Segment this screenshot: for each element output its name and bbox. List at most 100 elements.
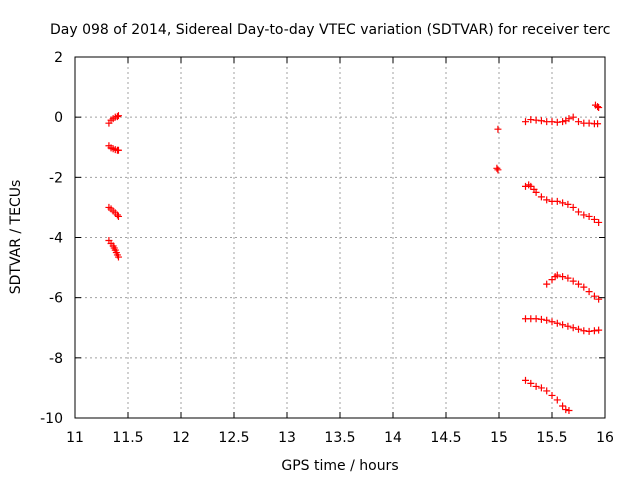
plot-frame [74, 56, 606, 419]
data-point [537, 117, 545, 125]
data-point [580, 283, 588, 291]
data-point [595, 295, 603, 303]
data-point [580, 211, 588, 219]
data-point [569, 203, 577, 211]
data-point [585, 212, 593, 220]
data-point [548, 318, 556, 326]
data-point [564, 200, 572, 208]
data-point [585, 288, 593, 296]
data-point [580, 327, 588, 335]
series-arc-k [522, 315, 603, 335]
data-point [590, 215, 598, 223]
data-point [114, 146, 122, 154]
data-point [575, 325, 582, 333]
data-point [114, 253, 122, 261]
data-point [553, 271, 561, 279]
series-arc-d [105, 237, 122, 261]
data-point [565, 115, 573, 123]
y-tick-label: -10 [40, 411, 63, 427]
data-point [564, 274, 572, 282]
data-point [493, 164, 501, 172]
data-point [537, 193, 545, 201]
data-point [565, 406, 573, 414]
data-point [590, 327, 598, 335]
data-point [532, 382, 540, 390]
data-point [553, 319, 561, 327]
data-point [595, 326, 603, 334]
x-tick-label: 12.5 [218, 430, 249, 446]
data-point [594, 120, 602, 128]
data-point [548, 118, 556, 126]
x-axis-label: GPS time / hours [281, 458, 398, 474]
data-point [494, 166, 502, 174]
data-point [527, 379, 535, 387]
data-point [113, 113, 121, 121]
grid [75, 57, 605, 418]
series-arc-l [522, 376, 573, 414]
data-point [543, 387, 551, 395]
series-point-e [494, 125, 502, 133]
data-point [575, 280, 582, 288]
data-point [553, 197, 561, 205]
data-point [113, 211, 121, 219]
data-point [522, 376, 529, 384]
data-point [575, 118, 582, 126]
data-point [595, 218, 603, 226]
data-point [548, 276, 556, 284]
data-point [594, 103, 602, 111]
data-point [548, 391, 556, 399]
data-point [532, 315, 540, 323]
x-tick-label: 13 [278, 430, 296, 446]
x-tick-label: 11 [66, 430, 84, 446]
series-arc-c [105, 203, 122, 220]
data-point [590, 292, 598, 300]
x-tick-label: 15.5 [536, 430, 567, 446]
y-tick-label: -8 [49, 351, 63, 367]
x-tick-labels: 11 11.5 12 12.5 13 13.5 14 14.5 15 15.5 16 [66, 430, 614, 446]
data-point [114, 112, 122, 120]
series-arc-b [105, 142, 122, 154]
data-point [543, 316, 551, 324]
data-point [527, 116, 535, 124]
y-tick-label: 0 [54, 110, 63, 126]
data-point [537, 384, 545, 392]
data-point [569, 277, 577, 285]
y-tick-label: 2 [54, 50, 63, 66]
x-tick-label: 12 [172, 430, 190, 446]
data-point [569, 113, 577, 121]
data-point [494, 125, 502, 133]
data-point [559, 273, 567, 281]
x-tick-label: 15 [490, 430, 508, 446]
chart-title: Day 098 of 2014, Sidereal Day-to-day VTE… [50, 22, 610, 38]
x-tick-label: 14 [384, 430, 402, 446]
data-point [543, 280, 551, 288]
x-tick-label: 13.5 [324, 430, 355, 446]
data-point [532, 116, 540, 124]
series-arc-a [105, 112, 122, 127]
series-arc-j [543, 271, 603, 303]
data-point [585, 327, 593, 335]
data-point [537, 315, 545, 323]
x-tick-label: 16 [596, 430, 614, 446]
x-tick-label: 14.5 [430, 430, 461, 446]
data-point [585, 119, 593, 127]
data-point [559, 118, 567, 126]
data-point [553, 118, 561, 126]
data-point [595, 104, 603, 112]
series-arc-h [591, 101, 603, 112]
x-tick-label: 11.5 [112, 430, 143, 446]
data-point [559, 402, 567, 410]
data-point [562, 406, 570, 414]
y-tick-label: -6 [49, 291, 63, 307]
y-tick-label: -4 [49, 231, 63, 247]
data-point [575, 208, 582, 216]
series-point-f [493, 164, 502, 174]
data-point [569, 324, 577, 332]
y-axis-label: SDTVAR / TECUs [8, 180, 24, 295]
series-arc-i [522, 181, 603, 226]
data-point [553, 396, 561, 404]
data-point [532, 188, 540, 196]
data-point [543, 196, 551, 204]
data-point [559, 321, 567, 329]
